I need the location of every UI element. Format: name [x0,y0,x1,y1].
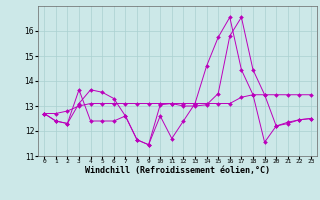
X-axis label: Windchill (Refroidissement éolien,°C): Windchill (Refroidissement éolien,°C) [85,166,270,175]
